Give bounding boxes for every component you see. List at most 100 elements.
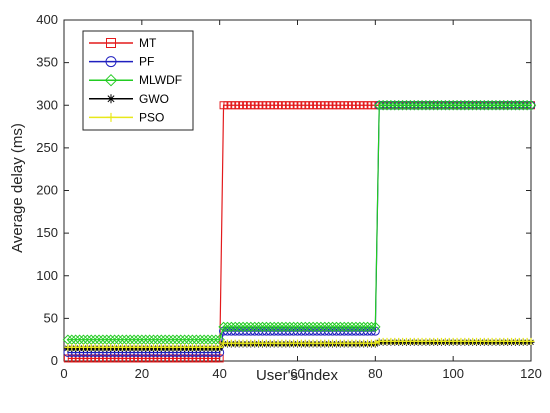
data-point-mlwdf xyxy=(350,321,362,333)
y-tick-label: 300 xyxy=(36,97,58,112)
legend: MT PF MLWDF GWO PSO xyxy=(82,30,194,131)
y-tick-label: 250 xyxy=(36,140,58,155)
data-point-mlwdf xyxy=(401,100,412,111)
legend-entry-pso: PSO xyxy=(89,110,164,124)
legend-marker-gwo xyxy=(106,94,116,104)
data-point-mlwdf xyxy=(444,100,455,111)
data-point-mt xyxy=(215,354,224,363)
y-tick-label: 0 xyxy=(51,353,58,368)
data-point-mlwdf xyxy=(440,100,451,111)
data-point-mlwdf xyxy=(233,321,245,333)
data-point-mlwdf xyxy=(311,321,323,333)
data-point-mlwdf xyxy=(366,321,377,333)
data-point-mlwdf xyxy=(338,321,350,333)
data-point-mlwdf xyxy=(482,100,494,111)
data-point-mlwdf xyxy=(432,100,443,111)
data-point-mlwdf xyxy=(436,100,447,111)
data-point-mlwdf xyxy=(381,100,393,111)
legend-label-pf: PF xyxy=(139,55,154,69)
y-tick-label: 100 xyxy=(36,268,58,283)
data-point-mlwdf xyxy=(296,321,307,333)
x-tick-label: 0 xyxy=(60,366,67,381)
data-point-mlwdf xyxy=(226,321,237,333)
y-tick-label: 50 xyxy=(44,310,58,325)
data-point-mlwdf xyxy=(405,100,416,111)
data-point-mlwdf xyxy=(327,321,338,333)
x-tick-label: 60 xyxy=(290,366,304,381)
data-point-mlwdf xyxy=(276,321,288,333)
data-point-mlwdf xyxy=(284,321,295,333)
legend-label-mt: MT xyxy=(139,36,157,50)
data-point-mlwdf xyxy=(385,100,397,111)
data-point-mlwdf xyxy=(218,321,229,333)
legend-marker-mt xyxy=(106,38,116,48)
data-point-mlwdf xyxy=(261,321,272,333)
data-point-mlwdf xyxy=(265,321,276,333)
legend-marker-pf xyxy=(105,56,117,68)
legend-entry-mt: MT xyxy=(89,36,157,50)
data-point-pso xyxy=(371,339,379,347)
data-point-mlwdf xyxy=(510,100,521,111)
x-tick-label: 120 xyxy=(520,366,542,381)
data-point-mlwdf xyxy=(518,100,529,111)
legend-entry-pf: PF xyxy=(89,55,154,69)
y-axis-label: Average delay (ms) xyxy=(9,123,26,253)
x-tick-label: 100 xyxy=(442,366,464,381)
x-tick-label: 20 xyxy=(135,366,149,381)
x-tick-label: 40 xyxy=(212,366,226,381)
data-point-mlwdf xyxy=(292,321,303,333)
data-point-mlwdf xyxy=(323,321,334,333)
data-point-mlwdf xyxy=(315,321,327,333)
data-point-mlwdf xyxy=(502,100,513,111)
data-point-mlwdf xyxy=(420,100,432,111)
data-point-mlwdf xyxy=(506,100,517,111)
data-point-mlwdf xyxy=(280,321,292,333)
data-point-mlwdf xyxy=(358,321,369,333)
legend-marker-pso xyxy=(106,112,116,122)
data-point-mlwdf xyxy=(428,100,439,111)
data-point-mlwdf xyxy=(222,321,233,333)
data-point-mlwdf xyxy=(447,100,459,111)
data-point-mlwdf xyxy=(463,100,474,111)
data-point-mlwdf xyxy=(416,100,428,111)
data-point-mlwdf xyxy=(498,100,509,111)
data-point-mlwdf xyxy=(494,100,506,111)
legend-label-gwo: GWO xyxy=(139,92,169,106)
legend-entry-mlwdf: MLWDF xyxy=(89,73,182,87)
data-point-mlwdf xyxy=(249,321,260,333)
data-point-mlwdf xyxy=(521,100,533,111)
data-point-mlwdf xyxy=(257,321,268,333)
legend-marker-mlwdf xyxy=(104,73,118,87)
data-point-mlwdf xyxy=(409,100,420,111)
legend-label-mlwdf: MLWDF xyxy=(139,73,182,87)
data-point-mlwdf xyxy=(514,100,525,111)
data-point-mlwdf xyxy=(268,321,280,333)
series-mlwdf xyxy=(62,100,537,345)
data-point-mlwdf xyxy=(467,100,478,111)
data-point-mlwdf xyxy=(424,100,436,111)
data-point-mlwdf xyxy=(471,100,482,111)
y-tick-label: 350 xyxy=(36,55,58,70)
legend-label-pso: PSO xyxy=(139,110,164,124)
data-point-mlwdf xyxy=(245,321,257,333)
data-point-mlwdf xyxy=(490,100,502,111)
data-point-mlwdf xyxy=(335,321,346,333)
data-point-mlwdf xyxy=(307,321,319,333)
data-point-mlwdf xyxy=(374,100,385,111)
data-point-mlwdf xyxy=(525,100,537,111)
data-point-pso xyxy=(527,337,535,345)
legend-entry-gwo: GWO xyxy=(89,92,169,106)
data-point-mlwdf xyxy=(475,100,486,111)
y-tick-label: 150 xyxy=(36,225,58,240)
data-point-mlwdf xyxy=(288,321,299,333)
data-point-mlwdf xyxy=(362,321,373,333)
data-point-mlwdf xyxy=(397,100,408,111)
series-pso xyxy=(64,337,535,351)
data-point-mlwdf xyxy=(354,321,365,333)
data-point-mlwdf xyxy=(370,321,381,333)
data-point-mlwdf xyxy=(319,321,330,333)
data-point-mlwdf xyxy=(253,321,264,333)
data-point-mlwdf xyxy=(393,100,404,111)
data-point-mlwdf xyxy=(237,321,249,333)
